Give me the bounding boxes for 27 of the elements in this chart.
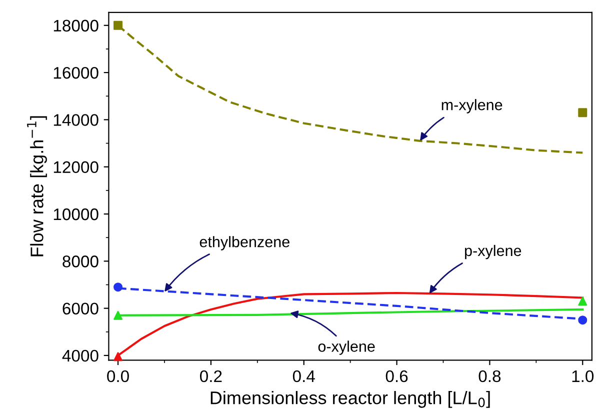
- point: [114, 352, 123, 362]
- point: [578, 316, 588, 325]
- annotation: ethylbenzene: [200, 236, 290, 250]
- y-tick-label: 16000: [54, 66, 98, 79]
- y-tick-label: 18000: [54, 20, 98, 32]
- x-tick-label: 0.0: [107, 370, 129, 382]
- point: [114, 282, 123, 292]
- annotation: p-xylene: [465, 244, 522, 260]
- x-tick-label: 0.6: [386, 370, 408, 382]
- y-tick-label: 10000: [54, 208, 98, 220]
- y-tick-label: 12000: [54, 161, 98, 174]
- point: [578, 296, 588, 306]
- y-tick-label: 6000: [62, 302, 98, 315]
- x-tick-label: 0.8: [478, 370, 501, 382]
- x-tick-label: 0.4: [292, 370, 315, 382]
- point: [114, 20, 123, 30]
- annotation: m-xylene: [442, 99, 502, 114]
- x-tick-label: 0.2: [200, 370, 222, 382]
- point: [114, 310, 123, 320]
- point: [578, 108, 588, 118]
- y-tick-label: 4000: [62, 350, 98, 362]
- y-tick-label: 8000: [62, 256, 98, 268]
- x-axis-title: Dimensionless reactor length [L/L$_{0}$]: [210, 390, 490, 408]
- x-tick-label: 1.0: [572, 370, 594, 382]
- annotation: o-xylene: [318, 340, 375, 355]
- y-axis-title: Flow rate [kg.h$^{−1}$]: [27, 116, 47, 256]
- y-tick-label: 14000: [54, 114, 98, 126]
